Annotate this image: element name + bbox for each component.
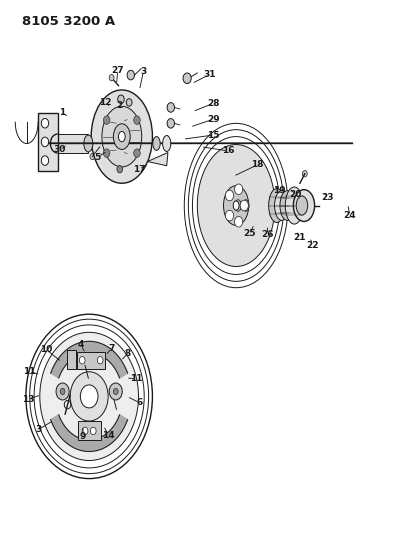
Circle shape [70, 372, 108, 421]
Text: 12: 12 [99, 98, 112, 107]
Circle shape [113, 389, 118, 394]
Ellipse shape [269, 189, 285, 222]
Bar [58, 134, 88, 153]
Circle shape [56, 383, 69, 400]
Text: 10: 10 [40, 345, 53, 354]
Circle shape [80, 385, 98, 408]
Circle shape [117, 166, 122, 173]
Text: 11: 11 [130, 374, 142, 383]
Text: 20: 20 [289, 190, 302, 199]
Circle shape [167, 118, 175, 128]
Polygon shape [51, 341, 127, 378]
Circle shape [134, 116, 140, 124]
Ellipse shape [153, 136, 160, 150]
Circle shape [60, 389, 65, 394]
Text: 14: 14 [102, 431, 115, 440]
Text: 3: 3 [140, 67, 147, 76]
Ellipse shape [296, 196, 308, 215]
Text: 2: 2 [116, 101, 122, 110]
Circle shape [235, 184, 243, 195]
Circle shape [134, 149, 140, 157]
Ellipse shape [197, 144, 275, 266]
Circle shape [126, 99, 132, 106]
Circle shape [42, 156, 48, 165]
Text: 4: 4 [78, 341, 84, 350]
Ellipse shape [102, 106, 142, 167]
Bar [38, 113, 58, 171]
Bar [78, 422, 101, 440]
Circle shape [104, 149, 110, 157]
Text: 23: 23 [322, 193, 334, 202]
Text: 8: 8 [125, 349, 131, 358]
Circle shape [97, 357, 103, 364]
Text: 25: 25 [243, 229, 256, 238]
Circle shape [226, 210, 233, 221]
Text: 16: 16 [222, 147, 234, 156]
Circle shape [302, 171, 307, 177]
Text: 15: 15 [208, 131, 220, 140]
Text: 7: 7 [109, 344, 115, 353]
Circle shape [82, 427, 88, 434]
Polygon shape [148, 152, 168, 166]
Text: 22: 22 [306, 241, 319, 250]
Circle shape [183, 73, 191, 84]
Text: 31: 31 [203, 70, 216, 79]
Text: 24: 24 [344, 211, 356, 220]
Circle shape [42, 137, 48, 147]
Circle shape [109, 75, 114, 81]
Ellipse shape [285, 187, 303, 224]
Ellipse shape [113, 124, 130, 149]
Text: 17: 17 [133, 165, 145, 174]
Ellipse shape [233, 201, 239, 210]
Circle shape [104, 116, 110, 124]
Ellipse shape [118, 132, 125, 142]
Circle shape [118, 95, 124, 103]
Text: 9: 9 [80, 432, 86, 441]
Ellipse shape [280, 191, 295, 220]
Text: 18: 18 [252, 160, 264, 169]
Text: 5: 5 [94, 153, 100, 162]
Bar [67, 350, 76, 369]
Ellipse shape [84, 135, 93, 152]
Circle shape [235, 216, 243, 227]
Text: 13: 13 [22, 394, 35, 403]
Text: 21: 21 [293, 233, 306, 243]
Circle shape [79, 357, 85, 364]
Circle shape [167, 103, 175, 112]
Bar [77, 352, 105, 369]
Text: 29: 29 [208, 115, 220, 124]
Circle shape [42, 118, 48, 128]
Text: 8105 3200 A: 8105 3200 A [22, 14, 115, 28]
Ellipse shape [224, 185, 249, 225]
Text: 1: 1 [59, 108, 65, 117]
Circle shape [109, 383, 122, 400]
Circle shape [240, 200, 248, 211]
Text: 30: 30 [53, 146, 66, 155]
Circle shape [90, 427, 96, 434]
Text: 3: 3 [35, 425, 41, 434]
Circle shape [90, 153, 95, 159]
Ellipse shape [293, 190, 314, 221]
Text: 27: 27 [111, 66, 124, 75]
Text: 11: 11 [23, 367, 35, 376]
Ellipse shape [275, 191, 289, 220]
Text: 6: 6 [136, 398, 143, 407]
Ellipse shape [242, 200, 249, 212]
Ellipse shape [163, 135, 171, 151]
Circle shape [127, 70, 134, 80]
Text: 28: 28 [208, 99, 220, 108]
Ellipse shape [235, 200, 241, 212]
Circle shape [226, 190, 233, 201]
Circle shape [40, 332, 139, 461]
Polygon shape [51, 415, 127, 451]
Text: 26: 26 [261, 230, 274, 239]
Ellipse shape [91, 90, 152, 183]
Text: 19: 19 [272, 185, 285, 195]
